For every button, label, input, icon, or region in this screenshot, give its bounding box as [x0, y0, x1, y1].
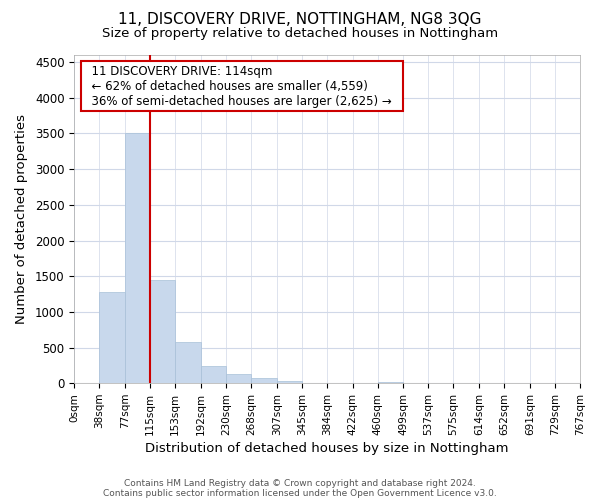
Text: 11, DISCOVERY DRIVE, NOTTINGHAM, NG8 3QG: 11, DISCOVERY DRIVE, NOTTINGHAM, NG8 3QG: [118, 12, 482, 28]
Text: Contains HM Land Registry data © Crown copyright and database right 2024.: Contains HM Land Registry data © Crown c…: [124, 478, 476, 488]
Bar: [251, 378, 277, 383]
Bar: [125, 134, 150, 383]
X-axis label: Distribution of detached houses by size in Nottingham: Distribution of detached houses by size …: [145, 442, 509, 455]
Y-axis label: Number of detached properties: Number of detached properties: [15, 114, 28, 324]
Text: Size of property relative to detached houses in Nottingham: Size of property relative to detached ho…: [102, 28, 498, 40]
Bar: [277, 381, 302, 383]
Bar: [150, 280, 175, 383]
Bar: [377, 382, 403, 383]
Bar: [175, 342, 201, 383]
Bar: [226, 374, 251, 383]
Bar: [100, 292, 125, 383]
Text: 11 DISCOVERY DRIVE: 114sqm  
  ← 62% of detached houses are smaller (4,559)  
  : 11 DISCOVERY DRIVE: 114sqm ← 62% of deta…: [85, 65, 400, 108]
Text: Contains public sector information licensed under the Open Government Licence v3: Contains public sector information licen…: [103, 488, 497, 498]
Bar: [201, 366, 226, 383]
